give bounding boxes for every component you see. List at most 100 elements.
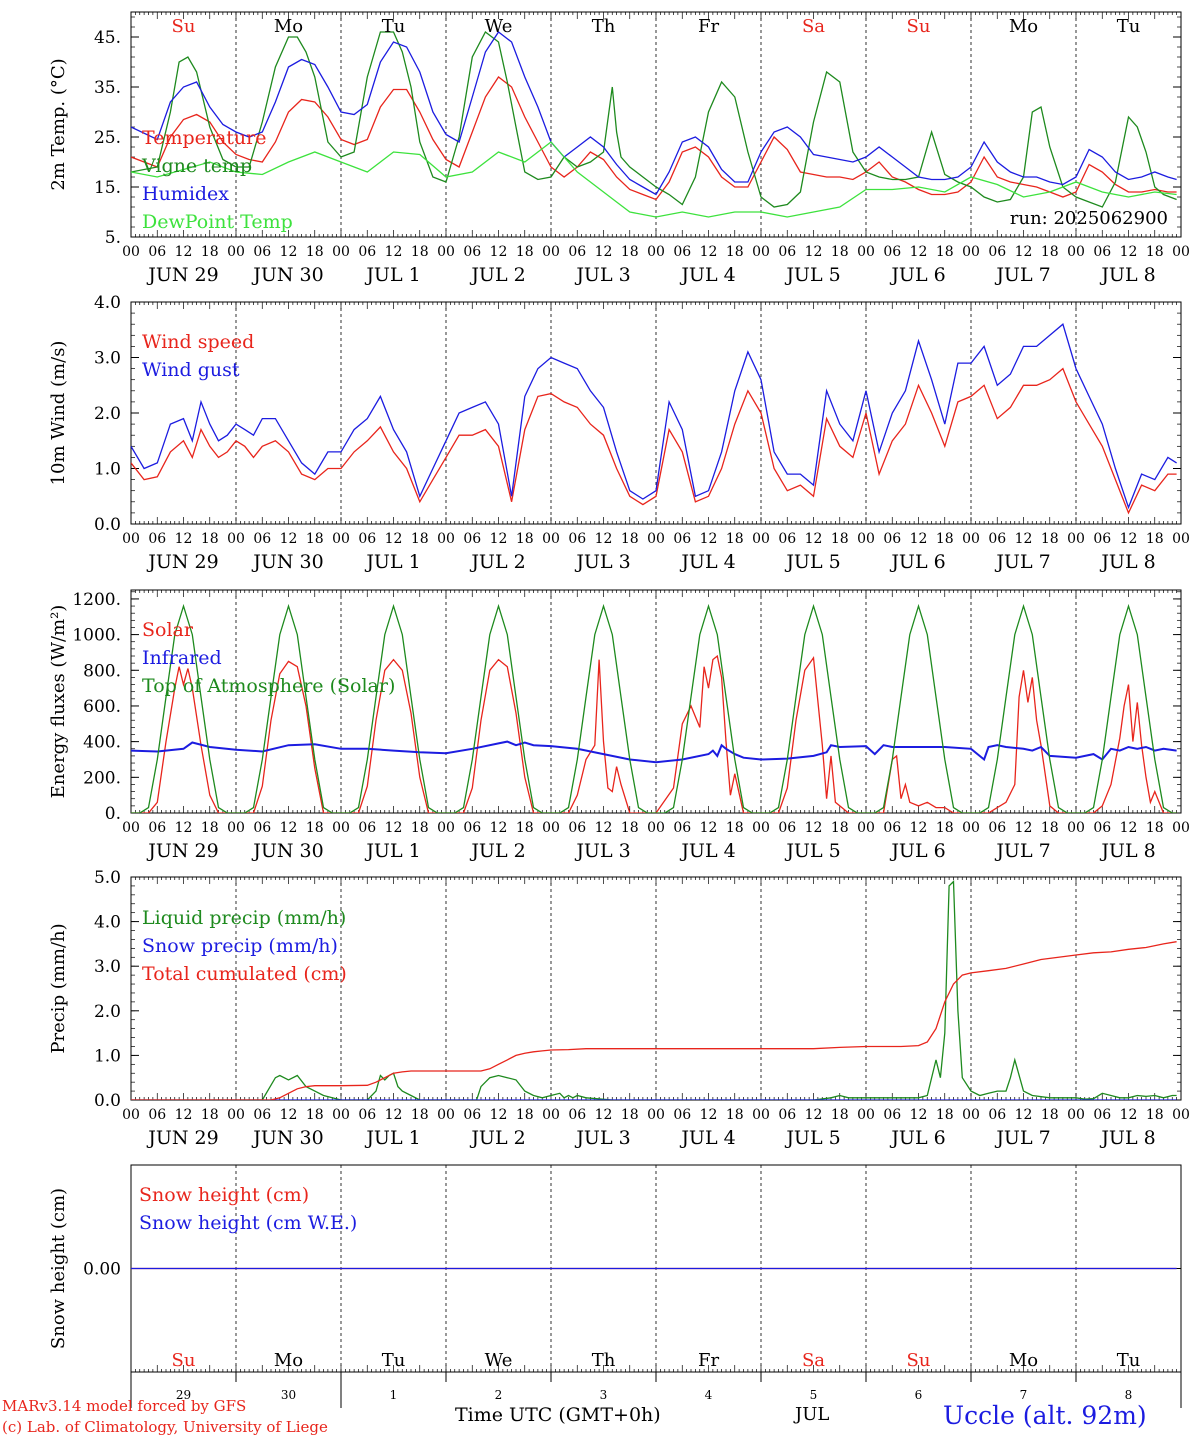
hour-label: 00 (122, 820, 140, 836)
hour-label: 06 (778, 531, 796, 547)
panel-3: 0. 200. 400. 600. 800. 1000. 1200.Energy fluxe… (48, 589, 1190, 862)
hour-label: 18 (1146, 531, 1164, 547)
hour-label: 06 (1093, 244, 1111, 260)
hour-label: 00 (962, 820, 980, 836)
hour-label: 00 (752, 1107, 770, 1123)
hour-label: 12 (385, 531, 403, 547)
y-axis-label: 2m Temp. (°C) (48, 58, 69, 190)
date-label: JUL 1 (364, 264, 420, 286)
series-line (131, 603, 1177, 813)
hour-label: 00 (857, 531, 875, 547)
series-line (131, 941, 1177, 1100)
hour-label: 00 (1067, 244, 1085, 260)
hour-label: 12 (1015, 531, 1033, 547)
hour-label: 06 (358, 244, 376, 260)
date-label: JUN 29 (146, 264, 218, 286)
y-tick-label: 600. (83, 697, 121, 717)
y-tick-label: 4.0 (94, 913, 121, 933)
hour-label: 12 (280, 820, 298, 836)
date-label: JUL 8 (1099, 264, 1155, 286)
hour-label: 00 (437, 244, 455, 260)
y-tick-label: 1000. (72, 626, 121, 646)
y-tick-label: 1.0 (94, 460, 121, 480)
hour-label: 00 (1172, 531, 1190, 547)
hour-label: 00 (542, 820, 560, 836)
hour-label: 12 (280, 244, 298, 260)
hour-label: 06 (463, 1107, 481, 1123)
day-name: Sa (802, 16, 825, 37)
day-number: 7 (1020, 1388, 1028, 1402)
day-number: 1 (390, 1388, 398, 1402)
date-label: JUL 3 (574, 264, 630, 286)
hour-label: 12 (805, 244, 823, 260)
legend-entry: Vigne temp (141, 155, 252, 177)
day-name: Tu (382, 1350, 406, 1371)
date-label: JUL 8 (1099, 1127, 1155, 1149)
hour-label: 12 (385, 244, 403, 260)
y-tick-label: 5.0 (94, 868, 121, 888)
legend-entry: Wind gust (142, 359, 240, 381)
hour-label: 00 (857, 1107, 875, 1123)
day-number: 5 (810, 1388, 818, 1402)
date-label: JUL 7 (994, 551, 1050, 573)
hour-label: 12 (595, 1107, 613, 1123)
day-name: Th (592, 16, 616, 37)
date-label: JUL 3 (574, 840, 630, 862)
hour-label: 18 (936, 531, 954, 547)
hour-label: 18 (201, 820, 219, 836)
hour-label: 12 (1015, 820, 1033, 836)
legend-entry: Snow precip (mm/h) (142, 935, 338, 957)
hour-label: 06 (568, 244, 586, 260)
hour-label: 18 (831, 820, 849, 836)
day-number: 4 (705, 1388, 713, 1402)
day-number: 30 (281, 1388, 296, 1402)
hour-label: 00 (647, 531, 665, 547)
y-tick-label: 0. (105, 804, 121, 824)
hour-label: 06 (673, 820, 691, 836)
hour-label: 00 (542, 244, 560, 260)
hour-label: 12 (700, 531, 718, 547)
day-name: Th (592, 1350, 616, 1371)
hour-label: 18 (936, 1107, 954, 1123)
hour-label: 00 (1172, 1107, 1190, 1123)
legend-entry: Top of Atmosphere (Solar) (142, 675, 395, 697)
series-line (131, 367, 1177, 515)
date-label: JUL 6 (889, 551, 945, 573)
hour-label: 00 (962, 531, 980, 547)
hour-label: 00 (857, 820, 875, 836)
hour-label: 18 (411, 820, 429, 836)
date-label: JUL 2 (469, 264, 525, 286)
hour-label: 06 (253, 1107, 271, 1123)
hour-label: 18 (1041, 1107, 1059, 1123)
date-label: JUL 5 (784, 840, 840, 862)
series-line (131, 31, 1177, 208)
hour-label: 06 (1093, 1107, 1111, 1123)
panel-4: 0.0 1.0 2.0 3.0 4.0 5.0 Precip (mm/h) Liquid pr… (48, 868, 1190, 1149)
day-name: Mo (1009, 16, 1038, 37)
date-label: JUL 6 (889, 1127, 945, 1149)
hour-label: 12 (910, 820, 928, 836)
hour-label: 00 (437, 531, 455, 547)
hour-label: 18 (516, 531, 534, 547)
day-name: Su (907, 1350, 931, 1371)
hour-label: 06 (883, 820, 901, 836)
legend-entry: Wind speed (142, 331, 254, 353)
hour-label: 06 (358, 531, 376, 547)
y-tick-label: 1.0 (94, 1046, 121, 1066)
hour-label: 18 (726, 244, 744, 260)
y-tick-label: 45. (94, 28, 121, 48)
hour-label: 12 (700, 820, 718, 836)
hour-label: 00 (227, 531, 245, 547)
day-name: We (485, 16, 513, 37)
hour-label: 00 (437, 1107, 455, 1123)
series-line (131, 76, 1177, 201)
hour-label: 12 (595, 820, 613, 836)
hour-label: 12 (1120, 1107, 1138, 1123)
date-label: JUL 4 (679, 840, 735, 862)
hour-label: 18 (726, 531, 744, 547)
hour-label: 06 (673, 244, 691, 260)
y-tick-label: 5. (105, 228, 121, 248)
hour-label: 06 (778, 244, 796, 260)
date-label: JUL 4 (679, 1127, 735, 1149)
hour-label: 06 (463, 531, 481, 547)
